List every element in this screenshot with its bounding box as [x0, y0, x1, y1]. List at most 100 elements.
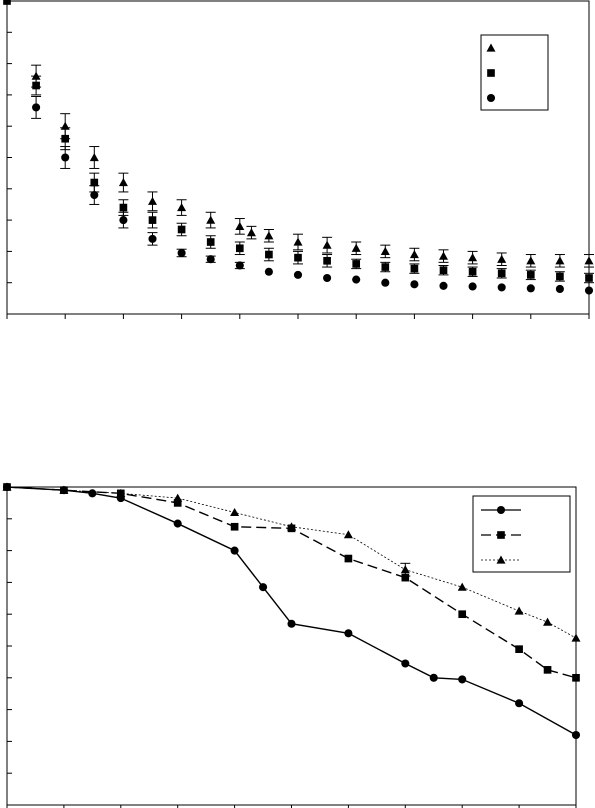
data-point	[259, 583, 268, 592]
legend-entry-square	[481, 531, 521, 539]
data-point	[468, 282, 477, 291]
data-point	[584, 286, 594, 295]
data-point	[497, 269, 506, 278]
data-point	[88, 489, 97, 498]
data-point	[497, 283, 506, 292]
data-point	[265, 250, 273, 259]
data-point	[235, 244, 244, 253]
data-point	[230, 546, 239, 555]
legend-marker	[486, 43, 496, 52]
legend-entry-triangle	[481, 555, 521, 564]
data-point	[206, 255, 215, 264]
data-point	[572, 673, 580, 682]
series-triangle	[31, 64, 594, 268]
legend-marker	[487, 69, 495, 77]
data-point	[400, 565, 410, 574]
data-point	[177, 248, 186, 258]
data-point	[119, 216, 128, 225]
data-point	[173, 499, 182, 507]
data-point	[177, 225, 186, 234]
bottom-line-chart	[2, 482, 581, 808]
data-point	[2, 482, 12, 491]
data-point	[148, 234, 157, 243]
data-point	[526, 271, 535, 279]
data-point	[543, 666, 552, 674]
data-point	[585, 274, 593, 282]
series-square	[3, 0, 594, 284]
data-point	[90, 191, 99, 200]
legend-entry-circle	[481, 505, 521, 515]
data-point	[352, 275, 361, 284]
series-triangle	[2, 482, 581, 642]
legend-entry-square	[487, 69, 495, 77]
data-point	[543, 617, 553, 626]
data-point	[148, 216, 157, 224]
data-point	[380, 246, 390, 255]
data-point	[230, 507, 240, 517]
legend-marker	[486, 93, 496, 103]
data-point	[173, 493, 183, 502]
data-point	[515, 699, 524, 708]
data-point	[401, 573, 410, 582]
data-point	[439, 281, 448, 290]
data-point	[468, 253, 478, 262]
data-point	[32, 81, 40, 90]
data-point	[439, 266, 448, 275]
data-point	[555, 256, 565, 265]
data-point	[401, 659, 410, 668]
data-point	[526, 256, 536, 265]
data-point	[457, 582, 467, 591]
data-point	[246, 228, 256, 237]
data-point	[409, 250, 419, 259]
data-point	[515, 645, 523, 654]
data-point	[344, 554, 353, 563]
data-point	[148, 196, 157, 205]
data-point	[344, 629, 353, 638]
legend-entry-circle	[486, 93, 496, 103]
data-point	[294, 253, 302, 262]
data-point	[555, 284, 564, 294]
data-point	[458, 675, 467, 684]
data-point	[343, 530, 353, 539]
data-point	[235, 261, 244, 270]
data-point	[323, 256, 331, 265]
series-line	[6, 486, 577, 679]
data-point	[287, 619, 296, 628]
data-point	[526, 284, 535, 293]
data-point	[468, 267, 477, 276]
data-point	[3, 0, 11, 5]
data-point	[206, 238, 215, 246]
legend-entry-triangle	[486, 43, 496, 52]
data-point	[410, 264, 419, 273]
data-point	[351, 243, 361, 252]
data-point	[322, 240, 332, 249]
data-point	[61, 153, 70, 162]
data-point	[352, 260, 361, 268]
legend-marker	[496, 555, 506, 564]
data-point	[116, 488, 126, 497]
data-point	[59, 485, 69, 494]
data-point	[458, 610, 467, 619]
data-point	[381, 263, 390, 271]
data-point	[173, 519, 182, 528]
data-point	[32, 103, 41, 112]
data-point	[323, 273, 332, 283]
data-point	[410, 280, 419, 289]
data-point	[264, 267, 273, 276]
data-point	[571, 633, 581, 642]
data-point	[293, 270, 303, 279]
data-point	[119, 203, 128, 212]
data-point	[264, 231, 274, 240]
data-point	[206, 215, 216, 224]
data-point	[571, 730, 581, 740]
data-point	[89, 153, 99, 162]
data-point	[230, 522, 239, 531]
data-point	[556, 272, 564, 281]
legend-box	[472, 495, 571, 573]
data-point	[118, 178, 128, 187]
series-line	[6, 486, 577, 736]
data-point	[177, 203, 187, 212]
data-point	[293, 237, 303, 246]
data-point	[61, 134, 70, 143]
data-point	[497, 254, 507, 263]
